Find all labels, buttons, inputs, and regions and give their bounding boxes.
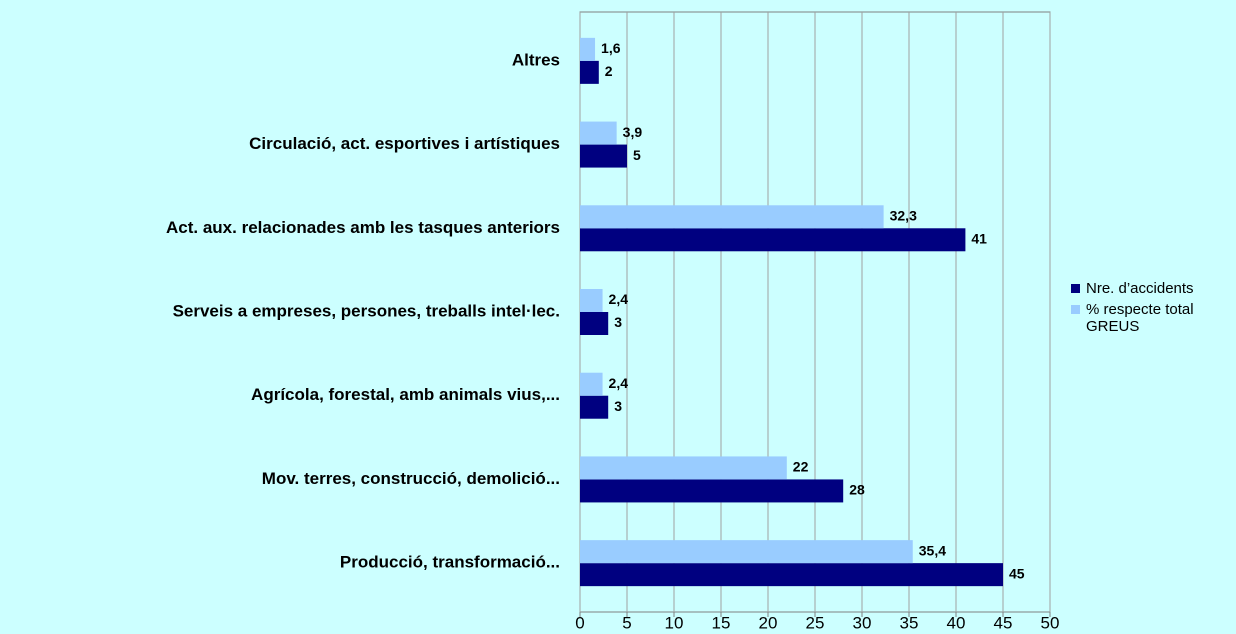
x-tick-label: 10 [665, 613, 684, 632]
category-label: Circulació, act. esportives i artístique… [249, 134, 560, 153]
x-tick-label: 35 [900, 613, 919, 632]
bar [580, 479, 844, 503]
x-tick-label: 50 [1041, 613, 1060, 632]
legend-label: Nre. d’accidents [1086, 280, 1194, 297]
value-label: 1,6 [601, 40, 621, 56]
bar [580, 456, 787, 480]
legend-swatch [1071, 284, 1080, 293]
legend-swatch [1071, 305, 1080, 314]
value-label: 3 [614, 398, 622, 414]
x-tick-label: 30 [853, 613, 872, 632]
legend-label: % respecte total GREUS [1086, 301, 1194, 335]
category-label: Producció, transformació... [340, 553, 560, 572]
legend-item: Nre. d’accidents [1068, 280, 1236, 297]
category-label: Mov. terres, construcció, demolició... [262, 469, 560, 488]
category-label: Agrícola, forestal, amb animals vius,... [251, 385, 560, 404]
bar [580, 121, 617, 145]
value-label: 2,4 [609, 375, 629, 391]
value-label: 5 [633, 147, 641, 163]
bar [580, 37, 596, 61]
legend: Nre. d’accidents % respecte total GREUS [1068, 280, 1236, 339]
x-tick-label: 0 [575, 613, 584, 632]
value-label: 35,4 [919, 542, 946, 558]
value-label: 22 [793, 459, 809, 475]
value-label: 3,9 [623, 124, 643, 140]
bar [580, 60, 599, 84]
bar [580, 563, 1003, 587]
bar [580, 228, 966, 252]
value-label: 2 [605, 63, 613, 79]
x-tick-label: 5 [622, 613, 631, 632]
bar [580, 144, 627, 168]
value-label: 41 [971, 230, 987, 246]
value-label: 3 [614, 314, 622, 330]
bar [580, 395, 609, 419]
category-label: Act. aux. relacionades amb les tasques a… [166, 218, 560, 237]
category-label: Serveis a empreses, persones, treballs i… [173, 301, 560, 320]
bar [580, 372, 603, 396]
x-tick-label: 15 [712, 613, 731, 632]
category-label: Altres [512, 50, 560, 69]
x-tick-label: 25 [806, 613, 825, 632]
legend-item: % respecte total GREUS [1068, 301, 1236, 335]
value-label: 2,4 [609, 291, 629, 307]
bar [580, 540, 913, 564]
bar [580, 312, 609, 335]
x-tick-label: 45 [994, 613, 1013, 632]
x-tick-label: 20 [759, 613, 778, 632]
x-tick-label: 40 [947, 613, 966, 632]
bar [580, 289, 603, 312]
value-label: 28 [849, 482, 865, 498]
value-label: 32,3 [890, 207, 917, 223]
value-label: 45 [1009, 565, 1025, 581]
bar [580, 205, 884, 229]
